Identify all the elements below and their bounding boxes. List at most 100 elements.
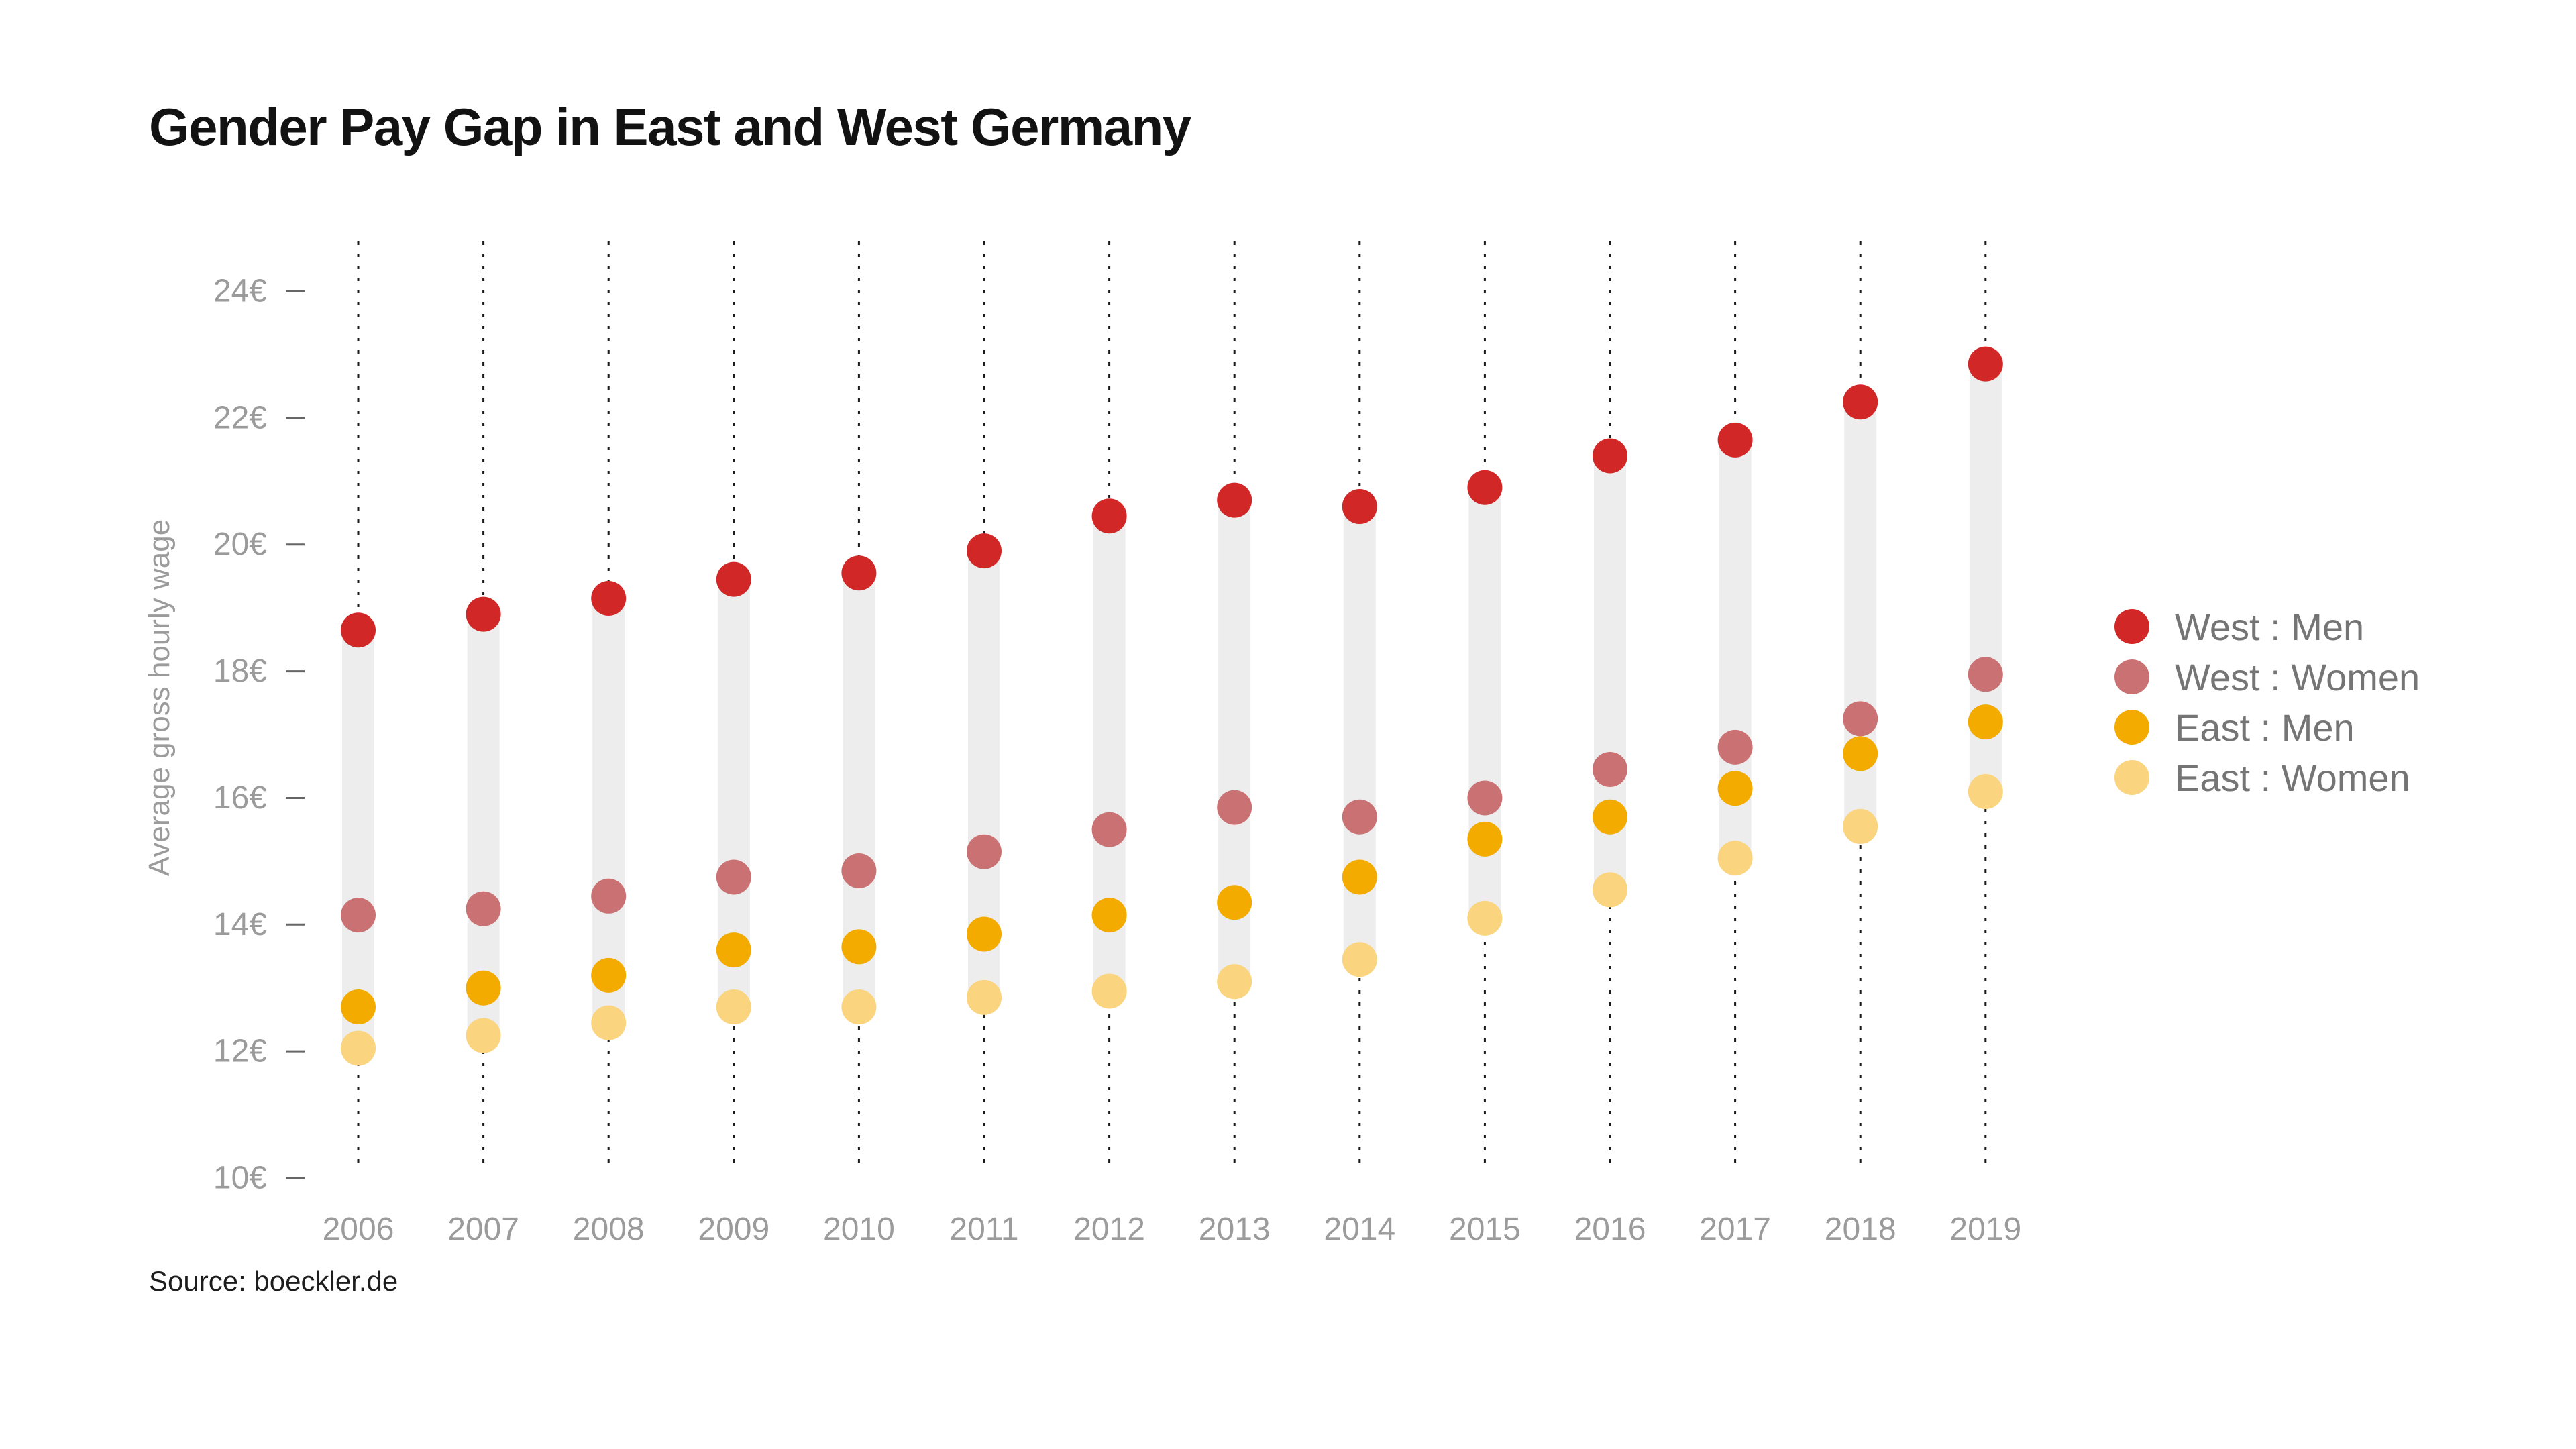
legend-swatch-west-women-icon [2114, 659, 2149, 694]
data-point-dot[interactable] [591, 878, 627, 914]
y-tick-label: 10€ [213, 1161, 267, 1196]
y-tick-label: 16€ [213, 780, 267, 816]
data-point-dot[interactable] [1467, 900, 1503, 936]
data-point-dot[interactable] [1593, 872, 1627, 908]
data-point-dot[interactable] [1342, 859, 1377, 895]
legend-swatch-west-men-icon [2114, 609, 2149, 644]
data-point-dot[interactable] [1843, 384, 1878, 420]
data-point-dot[interactable] [591, 957, 627, 993]
y-tick-label: 14€ [213, 907, 267, 943]
y-tick-label: 22€ [213, 400, 267, 435]
range-band [592, 598, 625, 1023]
x-axis-year-label: 2013 [1199, 1212, 1271, 1247]
data-point-dot[interactable] [1217, 885, 1252, 920]
data-point-dot[interactable] [1843, 808, 1878, 844]
x-axis-year-label: 2019 [1949, 1212, 2021, 1247]
data-point-dot[interactable] [1717, 771, 1753, 806]
data-point-dot[interactable] [1217, 790, 1252, 825]
x-axis-year-label: 2011 [949, 1212, 1018, 1247]
data-point-dot[interactable] [1091, 973, 1127, 1009]
data-point-dot[interactable] [466, 1018, 501, 1053]
data-point-dot[interactable] [1467, 821, 1503, 857]
legend-swatch-east-women-icon [2114, 760, 2149, 795]
x-axis-year-label: 2018 [1825, 1212, 1896, 1247]
y-tick-label: 12€ [213, 1034, 267, 1069]
legend-item-east-men: East : Men [2114, 706, 2420, 749]
legend-item-west-men: West : Men [2114, 606, 2420, 648]
legend: West : Men West : Women East : Men East … [2114, 606, 2420, 810]
data-point-dot[interactable] [1091, 898, 1127, 933]
y-tick-label: 18€ [213, 653, 267, 689]
data-point-dot[interactable] [1968, 773, 2003, 809]
legend-label-west-men: West : Men [2175, 605, 2365, 648]
data-point-dot[interactable] [967, 533, 1002, 569]
data-point-dot[interactable] [1342, 799, 1377, 835]
data-point-dot[interactable] [967, 834, 1002, 869]
data-point-dot[interactable] [1717, 729, 1753, 765]
data-point-dot[interactable] [1593, 751, 1627, 787]
source-note: Source: boeckler.de [149, 1265, 398, 1297]
x-axis-year-label: 2012 [1073, 1212, 1145, 1247]
data-point-dot[interactable] [967, 979, 1002, 1015]
data-point-dot[interactable] [1217, 482, 1252, 518]
data-point-dot[interactable] [341, 612, 376, 648]
data-point-dot[interactable] [1717, 841, 1753, 876]
range-band [467, 614, 500, 1036]
legend-swatch-east-men-icon [2114, 710, 2149, 745]
data-point-dot[interactable] [1091, 812, 1127, 847]
data-point-dot[interactable] [1843, 701, 1878, 737]
legend-item-west-women: West : Women [2114, 656, 2420, 698]
x-axis-year-label: 2017 [1699, 1212, 1771, 1247]
data-point-dot[interactable] [841, 555, 877, 591]
data-point-dot[interactable] [591, 580, 627, 616]
data-point-dot[interactable] [841, 989, 877, 1025]
x-axis-year-label: 2010 [823, 1212, 895, 1247]
x-axis-year-label: 2007 [447, 1212, 519, 1247]
range-band [342, 630, 374, 1049]
data-point-dot[interactable] [841, 929, 877, 965]
data-point-dot[interactable] [1217, 964, 1252, 1000]
data-point-dot[interactable] [716, 989, 751, 1025]
data-point-dot[interactable] [466, 596, 501, 632]
data-point-dot[interactable] [466, 891, 501, 926]
x-axis-year-label: 2014 [1324, 1212, 1395, 1247]
data-dots [341, 346, 2003, 1066]
x-axis-labels: 2006 2007 2008 2009 2010 2011 2012 2013 2014 2015… [323, 1212, 2022, 1247]
data-point-dot[interactable] [967, 916, 1002, 952]
data-point-dot[interactable] [466, 970, 501, 1006]
data-point-dot[interactable] [716, 932, 751, 968]
legend-label-east-women: East : Women [2175, 756, 2410, 799]
x-axis-year-label: 2008 [573, 1212, 645, 1247]
data-point-dot[interactable] [1968, 346, 2003, 382]
data-point-dot[interactable] [1467, 470, 1503, 505]
legend-label-east-men: East : Men [2175, 706, 2355, 749]
data-point-dot[interactable] [1968, 657, 2003, 692]
data-point-dot[interactable] [591, 1005, 627, 1040]
legend-label-west-women: West : Women [2175, 655, 2420, 698]
data-point-dot[interactable] [1467, 780, 1503, 816]
y-axis-ticks: 24€ 22€ 20€ 18€ 16€ 14€ 12€ 10€ [213, 274, 305, 1196]
data-point-dot[interactable] [1342, 489, 1377, 525]
x-axis-year-label: 2009 [698, 1212, 769, 1247]
data-point-dot[interactable] [341, 898, 376, 933]
data-point-dot[interactable] [716, 561, 751, 597]
data-point-dot[interactable] [1843, 736, 1878, 771]
data-point-dot[interactable] [1091, 498, 1127, 534]
data-point-dot[interactable] [341, 989, 376, 1025]
y-axis-title: Average gross hourly wage [143, 519, 176, 876]
data-point-dot[interactable] [1593, 799, 1627, 835]
chart-title: Gender Pay Gap in East and West Germany [149, 97, 1191, 156]
data-point-dot[interactable] [341, 1030, 376, 1066]
data-point-dot[interactable] [1593, 438, 1627, 474]
x-axis-year-label: 2015 [1449, 1212, 1521, 1247]
data-point-dot[interactable] [716, 859, 751, 895]
data-point-dot[interactable] [1717, 422, 1753, 458]
data-point-dot[interactable] [1342, 942, 1377, 977]
y-tick-label: 24€ [213, 274, 267, 309]
data-point-dot[interactable] [841, 853, 877, 889]
legend-item-east-women: East : Women [2114, 757, 2420, 799]
data-point-dot[interactable] [1968, 704, 2003, 740]
y-tick-label: 20€ [213, 527, 267, 562]
